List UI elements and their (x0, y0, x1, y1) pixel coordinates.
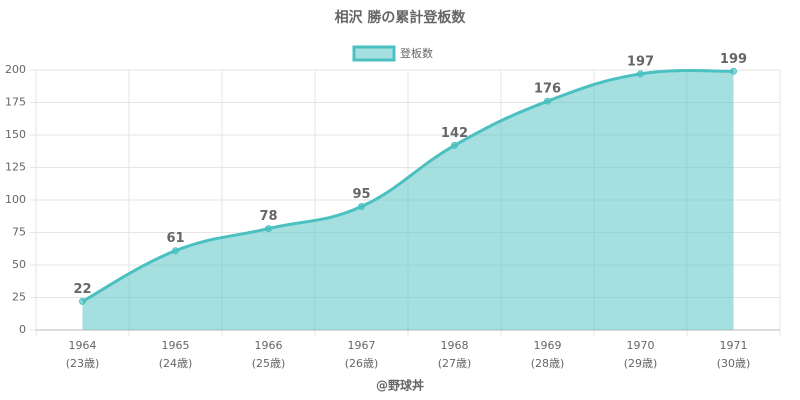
point (358, 203, 365, 210)
point (544, 97, 551, 105)
data-label: 142 (441, 126, 468, 141)
x-tick-label: 1966 (255, 339, 283, 352)
point (265, 225, 272, 233)
point (730, 67, 737, 75)
point (79, 297, 86, 305)
y-tick-label: 75 (12, 226, 26, 239)
data-label: 95 (352, 187, 370, 202)
x-tick-label: (25歳) (252, 357, 286, 370)
x-tick-label: (30歳) (717, 357, 751, 370)
point (637, 70, 644, 78)
x-tick-label: (27歳) (438, 357, 472, 370)
data-label: 22 (73, 282, 91, 297)
y-tick-label: 0 (19, 323, 26, 336)
x-tick-label: (28歳) (531, 357, 565, 370)
y-tick-label: 100 (5, 193, 26, 206)
x-axis-label: @野球丼 (376, 378, 424, 393)
point (172, 247, 179, 255)
line (81, 69, 734, 303)
y-tick-label: 50 (12, 258, 26, 271)
data-label: 197 (627, 54, 654, 69)
y-tick-label: 150 (5, 128, 26, 141)
x-tick-label: (29歳) (624, 357, 658, 370)
data-label: 199 (720, 52, 747, 67)
y-tick-label: 200 (5, 63, 26, 76)
y-tick-label: 175 (5, 96, 26, 109)
data-label: 78 (259, 209, 277, 224)
x-tick-label: (26歳) (345, 357, 379, 370)
area-fill (82, 70, 734, 331)
x-tick-label: 1967 (348, 339, 376, 352)
x-tick-label: (23歳) (66, 357, 100, 370)
data-label: 176 (534, 82, 561, 97)
x-tick-label: 1964 (69, 339, 97, 352)
x-tick-label: 1968 (441, 339, 469, 352)
chart-title: 相沢 勝の累計登板数 (335, 9, 467, 26)
x-tick-label: 1965 (162, 339, 190, 352)
x-tick-label: 1969 (534, 339, 562, 352)
x-tick-label: (24歳) (159, 357, 193, 370)
x-tick-label: 1971 (720, 339, 748, 352)
data-label: 61 (166, 231, 184, 246)
legend-swatch (352, 45, 396, 62)
y-tick-label: 25 (12, 291, 26, 304)
point (451, 141, 458, 149)
x-tick-label: 1970 (627, 339, 655, 352)
legend-label: 登板数 (400, 46, 433, 60)
y-tick-label: 125 (5, 161, 26, 174)
